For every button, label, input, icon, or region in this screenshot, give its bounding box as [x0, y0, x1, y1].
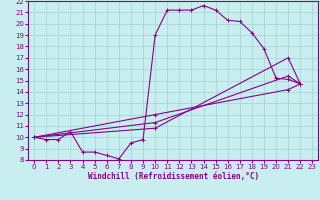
X-axis label: Windchill (Refroidissement éolien,°C): Windchill (Refroidissement éolien,°C): [88, 172, 259, 181]
